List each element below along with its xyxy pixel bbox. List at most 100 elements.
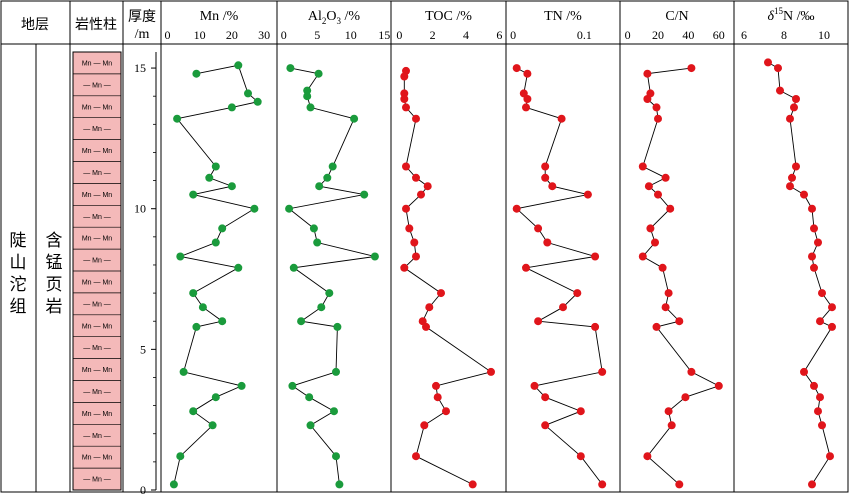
data-point-tn	[522, 263, 530, 272]
data-point-mn	[198, 303, 207, 312]
data-point-d15n	[814, 407, 822, 416]
formation-name-char: 陡	[10, 231, 27, 250]
data-point-toc	[402, 204, 410, 213]
data-point-tn	[548, 182, 557, 191]
data-point-al	[325, 289, 334, 298]
data-point-d15n	[828, 303, 836, 312]
lithology-symbol: Mn — Mn	[82, 236, 112, 243]
lithology-name-char: 页	[46, 275, 63, 294]
data-point-toc	[412, 114, 420, 123]
lithology-symbol: Mn — Mn	[82, 192, 112, 199]
data-point-mn	[250, 204, 259, 213]
lithology-header: 岩性柱	[75, 17, 117, 33]
x-tick-label-toc: 2	[430, 28, 436, 42]
x-tick-label-mn: 20	[226, 28, 238, 42]
data-point-cn	[681, 393, 690, 402]
x-tick-label-cn: 20	[652, 28, 664, 42]
lithology-column: Mn — Mn — Mn — Mn — Mn — Mn — Mn — Mn — Mn — M…	[72, 51, 122, 491]
data-point-mn	[234, 61, 243, 70]
data-point-toc	[437, 289, 445, 298]
data-point-mn	[205, 173, 214, 182]
x-tick-label-cn: 60	[713, 28, 725, 42]
x-tick-label-toc: 4	[463, 28, 469, 42]
lithology-symbol: Mn — Mn	[82, 367, 112, 374]
lithology-symbol: — Mn —	[83, 345, 111, 352]
chart-panel-d15n: δ15N /‰ 6 8 10	[741, 6, 836, 489]
depth-tick-label: 5	[140, 342, 146, 356]
x-tick-label-d15n: 8	[781, 28, 787, 42]
chart-panel-cn: C/N 0 20 40 60	[625, 9, 725, 489]
data-point-toc	[425, 303, 434, 312]
data-point-mn	[179, 367, 188, 376]
data-point-toc	[468, 480, 477, 489]
data-point-toc	[402, 162, 410, 171]
chart-title-al: Al2O3 /%	[308, 9, 361, 26]
x-tick-label-mn: 10	[194, 28, 206, 42]
data-point-toc	[412, 452, 420, 461]
data-point-al	[288, 381, 297, 390]
data-point-d15n	[810, 381, 818, 390]
x-tick-label-cn: 0	[625, 28, 631, 42]
series-line-toc	[403, 70, 493, 485]
data-point-tn	[591, 322, 600, 331]
data-point-cn	[675, 480, 684, 489]
data-point-cn	[643, 95, 652, 103]
data-point-mn	[192, 69, 201, 78]
data-point-mn	[176, 252, 185, 261]
data-point-mn	[173, 114, 182, 123]
data-point-d15n	[816, 393, 824, 402]
data-point-d15n	[814, 238, 822, 247]
data-point-toc	[402, 103, 410, 112]
data-point-al	[330, 407, 338, 416]
data-point-al	[289, 263, 298, 272]
data-point-toc	[405, 224, 414, 233]
data-point-toc	[442, 407, 450, 416]
chart-title-toc: TOC /%	[425, 9, 472, 24]
data-point-d15n	[808, 204, 816, 213]
x-tick-label-cn: 40	[682, 28, 694, 42]
depth-tick-label: 0	[140, 483, 146, 494]
data-point-tn	[534, 317, 543, 326]
data-point-toc	[412, 252, 420, 261]
data-point-cn	[643, 452, 652, 461]
data-point-cn	[664, 289, 673, 298]
data-point-toc	[422, 322, 430, 331]
data-point-d15n	[774, 64, 782, 73]
data-point-al	[315, 182, 324, 191]
data-point-mn	[211, 238, 220, 247]
data-point-toc	[400, 72, 409, 81]
data-point-d15n	[808, 480, 816, 489]
x-tick-label-mn: 30	[258, 28, 270, 42]
data-point-toc	[487, 367, 495, 376]
chart-title-tn: TN /%	[544, 9, 582, 24]
lithology-symbol: — Mn —	[83, 301, 111, 308]
data-point-d15n	[790, 103, 798, 112]
data-point-al	[333, 322, 342, 331]
data-point-d15n	[786, 182, 794, 191]
x-tick-label-al: 10	[345, 28, 357, 42]
data-point-cn	[654, 190, 662, 199]
data-point-mn	[189, 407, 198, 416]
series-line-d15n	[767, 62, 833, 485]
data-point-al	[335, 480, 344, 489]
data-point-al	[285, 204, 294, 213]
lithology-symbol: Mn — Mn	[82, 148, 112, 155]
formation-name-char: 沱	[10, 275, 27, 294]
data-point-tn	[598, 367, 607, 376]
x-tick-label-al: 0	[281, 28, 287, 42]
depth-tick-label: 10	[134, 202, 146, 216]
series-line-al	[288, 67, 376, 485]
lithology-symbol: — Mn —	[83, 433, 111, 440]
depth-header-line2: /m	[135, 27, 150, 42]
x-tick-label-al: 15	[378, 28, 390, 42]
data-point-mn	[244, 89, 252, 98]
data-point-toc	[417, 190, 425, 199]
data-point-cn	[652, 322, 661, 331]
chart-title-mn: Mn /%	[200, 9, 239, 24]
data-point-d15n	[786, 114, 794, 123]
data-point-al	[306, 103, 315, 112]
chart-title-cn: C/N	[665, 9, 688, 24]
data-point-tn	[523, 95, 532, 103]
formation-name-char: 山	[10, 253, 27, 272]
